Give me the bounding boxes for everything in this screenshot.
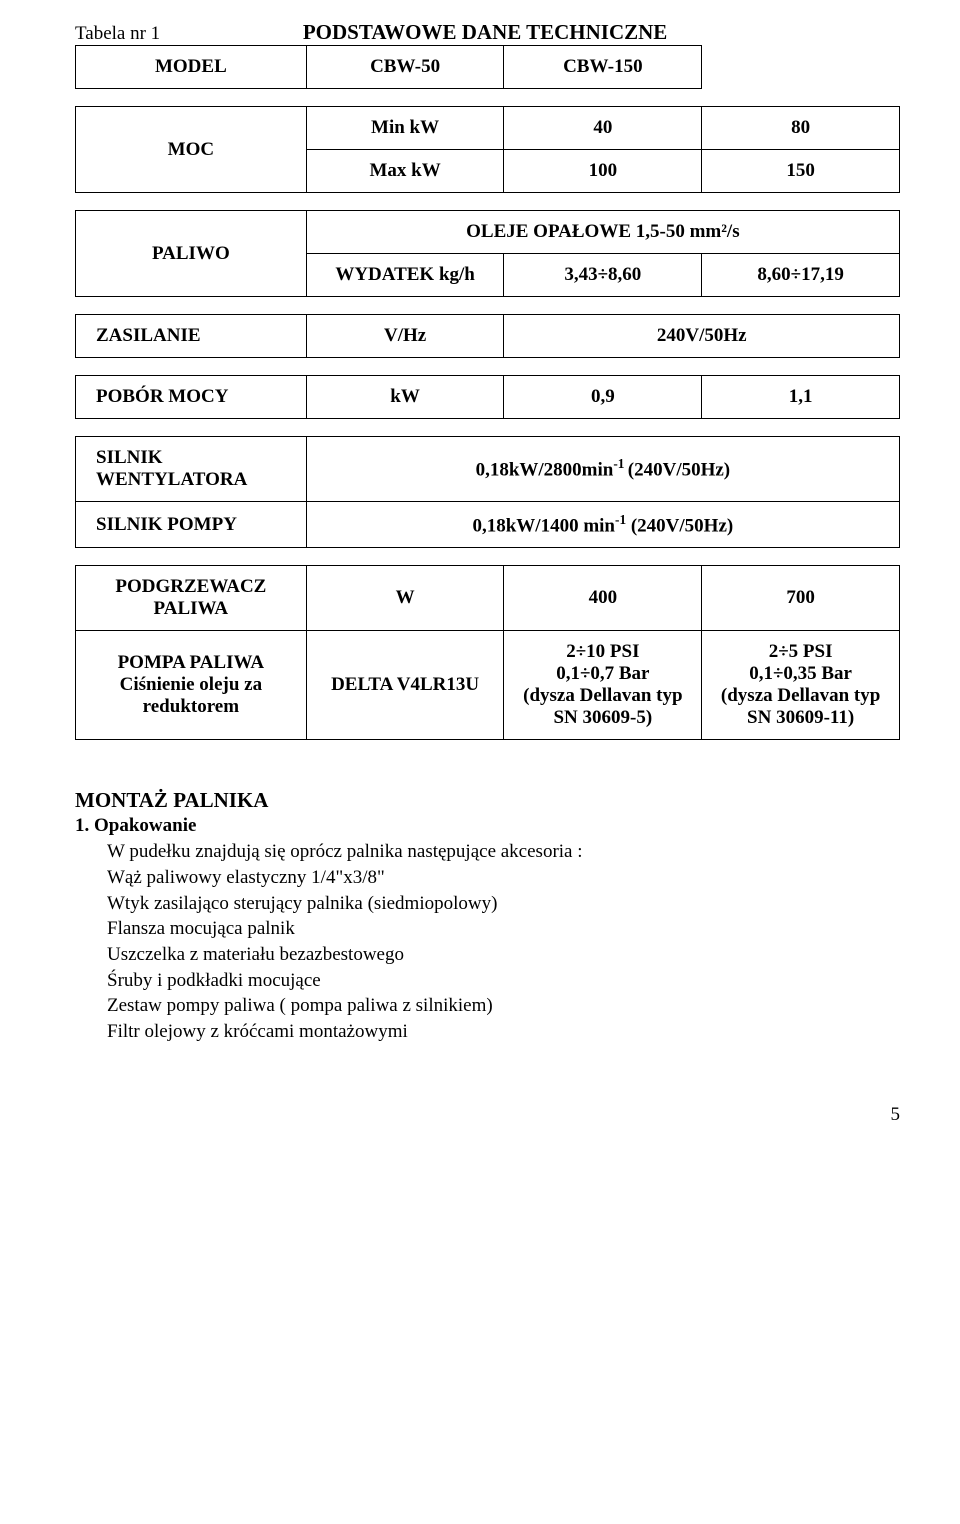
list-item: Filtr olejowy z króćcami montażowymi xyxy=(107,1019,900,1045)
list-item: Flansza mocująca palnik xyxy=(107,916,900,942)
cell-podgrz-c1: 400 xyxy=(504,566,702,631)
table-row: MOC Min kW 40 80 xyxy=(76,107,900,150)
table-row: PODGRZEWACZ PALIWA W 400 700 xyxy=(76,566,900,631)
cell-silnik-went-value: 0,18kW/2800min-1 (240V/50Hz) xyxy=(306,437,899,502)
cell-silnik-pompy: SILNIK POMPY xyxy=(76,502,307,548)
table-row: MODEL CBW-50 CBW-150 xyxy=(76,46,900,89)
list-item: Zestaw pompy paliwa ( pompa paliwa z sil… xyxy=(107,993,900,1019)
sp-post: (240V/50Hz) xyxy=(626,515,733,536)
accessories-list: W pudełku znajdują się oprócz palnika na… xyxy=(75,839,900,1044)
list-item: Uszczelka z materiału bezazbestowego xyxy=(107,942,900,968)
table-row: POMPA PALIWA Ciśnienie oleju za reduktor… xyxy=(76,631,900,740)
cell-pompa: POMPA PALIWA Ciśnienie oleju za reduktor… xyxy=(76,631,307,740)
cell-paliwo: PALIWO xyxy=(76,211,307,297)
cell-cbw50: CBW-50 xyxy=(306,46,504,89)
cell-pompa-c2: 2÷5 PSI 0,1÷0,35 Bar (dysza Dellavan typ… xyxy=(702,631,900,740)
cell-pobor-c1: 0,9 xyxy=(504,376,702,419)
cell-cbw150: CBW-150 xyxy=(504,46,702,89)
cell-max-c2: 150 xyxy=(702,150,900,193)
cell-silnik-went: SILNIK WENTYLATORA xyxy=(76,437,307,502)
table-row: POBÓR MOCY kW 0,9 1,1 xyxy=(76,376,900,419)
cell-wydatek-c2: 8,60÷17,19 xyxy=(702,254,900,297)
cell-wydatek-c1: 3,43÷8,60 xyxy=(504,254,702,297)
cell-min-c1: 40 xyxy=(504,107,702,150)
sw-pre: 0,18kW/2800min xyxy=(476,460,614,481)
cell-podgrz-unit: W xyxy=(306,566,504,631)
montaz-heading: MONTAŻ PALNIKA xyxy=(75,788,900,813)
sw-post: (240V/50Hz) xyxy=(628,460,730,481)
cell-max-label: Max kW xyxy=(306,150,504,193)
cell-pobor-unit: kW xyxy=(306,376,504,419)
cell-podgrz-c2: 700 xyxy=(702,566,900,631)
cell-pobor: POBÓR MOCY xyxy=(76,376,307,419)
sp-sup: -1 xyxy=(615,512,626,527)
page-number: 5 xyxy=(75,1104,900,1126)
spec-table: MODEL CBW-50 CBW-150 MOC Min kW 40 80 Ma… xyxy=(75,45,900,740)
cell-zas-value: 240V/50Hz xyxy=(504,315,900,358)
cell-moc: MOC xyxy=(76,107,307,193)
list-item: W pudełku znajdują się oprócz palnika na… xyxy=(107,839,900,865)
cell-min-c2: 80 xyxy=(702,107,900,150)
cell-pobor-c2: 1,1 xyxy=(702,376,900,419)
table-row: ZASILANIE V/Hz 240V/50Hz xyxy=(76,315,900,358)
cell-silnik-pompy-value: 0,18kW/1400 min-1 (240V/50Hz) xyxy=(306,502,899,548)
page-title: PODSTAWOWE DANE TECHNICZNE xyxy=(70,20,900,45)
list-item: Wtyk zasilająco sterujący palnika (siedm… xyxy=(107,891,900,917)
cell-zas-unit: V/Hz xyxy=(306,315,504,358)
cell-pompa-unit: DELTA V4LR13U xyxy=(306,631,504,740)
cell-podgrz: PODGRZEWACZ PALIWA xyxy=(76,566,307,631)
opak-heading: 1. Opakowanie xyxy=(75,815,900,837)
cell-min-label: Min kW xyxy=(306,107,504,150)
cell-wydatek-label: WYDATEK kg/h xyxy=(306,254,504,297)
table-row: SILNIK WENTYLATORA 0,18kW/2800min-1 (240… xyxy=(76,437,900,502)
cell-max-c1: 100 xyxy=(504,150,702,193)
sp-pre: 0,18kW/1400 min xyxy=(472,515,615,536)
list-item: Wąż paliwowy elastyczny 1/4"x3/8" xyxy=(107,865,900,891)
table-row: SILNIK POMPY 0,18kW/1400 min-1 (240V/50H… xyxy=(76,502,900,548)
cell-pompa-c1: 2÷10 PSI 0,1÷0,7 Bar (dysza Dellavan typ… xyxy=(504,631,702,740)
sw-sup: -1 xyxy=(613,456,627,471)
cell-oleje: OLEJE OPAŁOWE 1,5-50 mm²/s xyxy=(306,211,899,254)
header-row: Tabela nr 1 PODSTAWOWE DANE TECHNICZNE xyxy=(75,20,900,45)
list-item: Śruby i podkładki mocujące xyxy=(107,968,900,994)
cell-zasilanie: ZASILANIE xyxy=(76,315,307,358)
cell-model: MODEL xyxy=(76,46,307,89)
table-row: PALIWO OLEJE OPAŁOWE 1,5-50 mm²/s xyxy=(76,211,900,254)
